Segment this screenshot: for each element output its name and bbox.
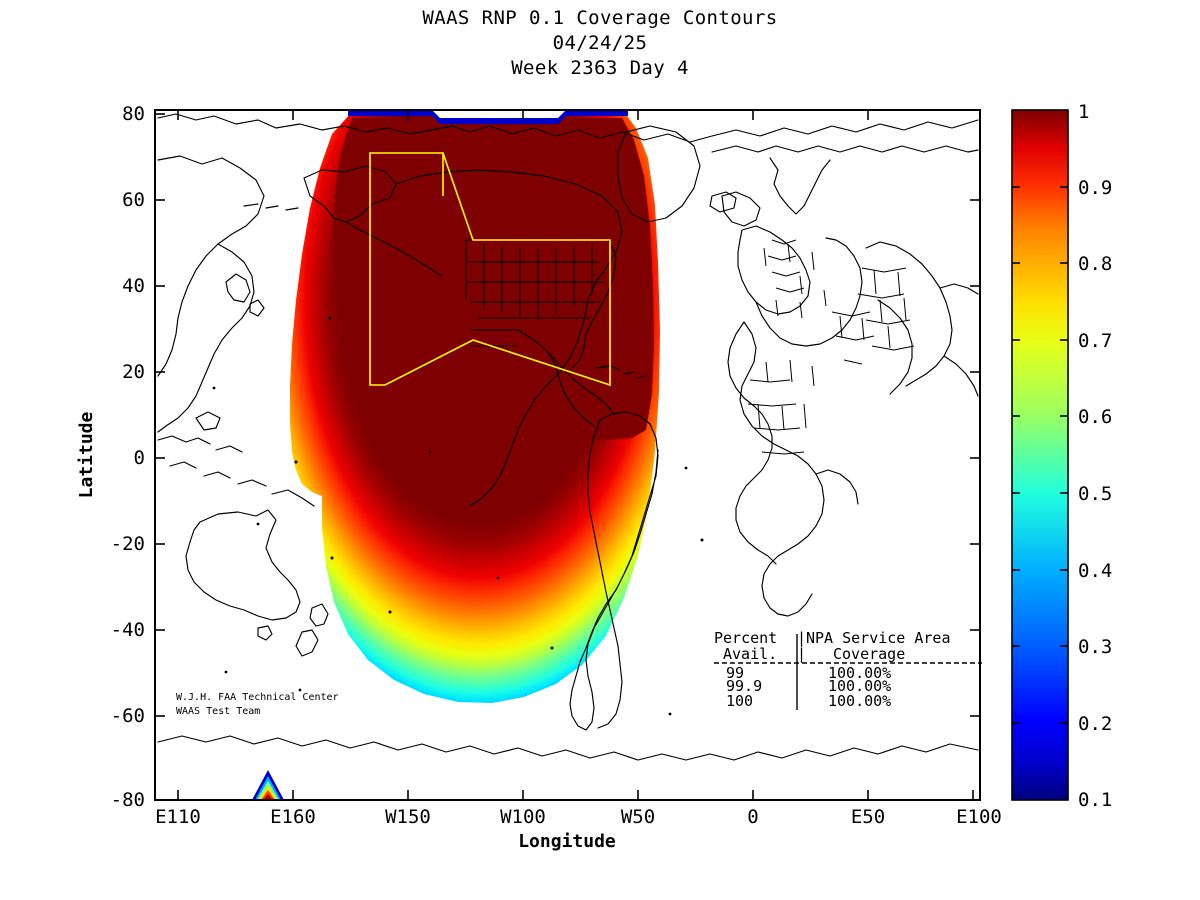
stats-header-divider: | xyxy=(797,629,806,647)
x-tick-0: E110 xyxy=(155,806,201,828)
stats-row-1-avail: 99.9 xyxy=(726,677,762,695)
x-tick-6: E50 xyxy=(851,806,885,828)
y-tick-5: -20 xyxy=(111,533,145,555)
x-axis-ticks xyxy=(177,110,974,800)
colorbar-tick-0-1: 0.1 xyxy=(1078,789,1112,811)
x-tick-2: W150 xyxy=(385,806,431,828)
chart-title-block: WAAS RNP 0.1 Coverage Contours 04/24/25 … xyxy=(0,6,1200,81)
x-tick-5: 0 xyxy=(747,806,758,828)
credit-block: W.J.H. FAA Technical Center WAAS Test Te… xyxy=(176,692,339,717)
stats-header-left: Percent xyxy=(714,629,777,647)
stats-subheader-right: Coverage xyxy=(833,645,905,663)
colorbar-tick-0-4: 0.4 xyxy=(1078,560,1112,582)
stats-row-2-coverage: 100.00% xyxy=(828,692,891,710)
stats-row-0-coverage: 100.00% xyxy=(828,664,891,682)
y-tick-0: 80 xyxy=(122,103,145,125)
y-tick-1: 60 xyxy=(122,189,145,211)
stats-subheader-divider: | xyxy=(797,645,806,663)
colorbar-ticks xyxy=(1012,186,1068,724)
stats-subheader-left: Avail. xyxy=(723,645,777,663)
y-tick-7: -60 xyxy=(111,705,145,727)
x-tick-labels: E110 E160 W150 W100 W50 0 E50 E100 xyxy=(155,806,1002,828)
colorbar-tick-1: 1 xyxy=(1078,101,1089,123)
y-tick-8: -80 xyxy=(111,789,145,811)
credit-line-2: WAAS Test Team xyxy=(176,706,260,717)
colorbar-tick-0-9: 0.9 xyxy=(1078,177,1112,199)
y-tick-3: 20 xyxy=(122,361,145,383)
colorbar-tick-0-6: 0.6 xyxy=(1078,406,1112,428)
coverage-antarctic-spike xyxy=(252,770,284,800)
small-islands xyxy=(212,316,704,716)
title-line-1: WAAS RNP 0.1 Coverage Contours xyxy=(422,7,778,29)
credit-line-1: W.J.H. FAA Technical Center xyxy=(176,692,339,703)
y-tick-labels: 80 60 40 20 0 -20 -40 -60 -80 xyxy=(111,103,145,811)
stats-row-2-avail: 100 xyxy=(726,692,753,710)
title-line-3: Week 2363 Day 4 xyxy=(511,57,689,79)
coverage-north-fringe xyxy=(348,110,628,124)
npa-service-area-polygon xyxy=(369,152,611,387)
colorbar-tick-0-2: 0.2 xyxy=(1078,713,1112,735)
coverage-bands xyxy=(333,118,654,440)
colorbar-tick-0-7: 0.7 xyxy=(1078,330,1112,352)
x-tick-4: W50 xyxy=(621,806,655,828)
world-map-outlines xyxy=(157,113,979,761)
y-tick-6: -40 xyxy=(111,619,145,641)
stats-table: Percent | NPA Service Area Avail. | Cove… xyxy=(714,629,982,710)
x-axis-title: Longitude xyxy=(518,831,616,852)
y-axis-title: Latitude xyxy=(76,411,97,498)
stats-header-right: NPA Service Area xyxy=(806,629,951,647)
colorbar: 1 0.9 0.8 0.7 0.6 0.5 0.4 0.3 0.2 0.1 xyxy=(1011,101,1112,811)
colorbar-tick-0-8: 0.8 xyxy=(1078,253,1112,275)
x-tick-1: E160 xyxy=(270,806,316,828)
y-axis-ticks xyxy=(155,113,980,717)
colorbar-gradient xyxy=(1011,109,1069,801)
colorbar-tick-0-3: 0.3 xyxy=(1078,636,1112,658)
x-tick-7: E100 xyxy=(956,806,1002,828)
y-tick-2: 40 xyxy=(122,275,145,297)
stats-row-0-avail: 99 xyxy=(726,664,744,682)
coverage-contour-field xyxy=(252,110,660,800)
x-tick-3: W100 xyxy=(500,806,546,828)
title-line-2: 04/24/25 xyxy=(552,32,648,54)
stats-row-1-coverage: 100.00% xyxy=(828,677,891,695)
y-tick-4: 0 xyxy=(134,447,145,469)
colorbar-tick-0-5: 0.5 xyxy=(1078,483,1112,505)
plot-frame xyxy=(154,109,981,801)
